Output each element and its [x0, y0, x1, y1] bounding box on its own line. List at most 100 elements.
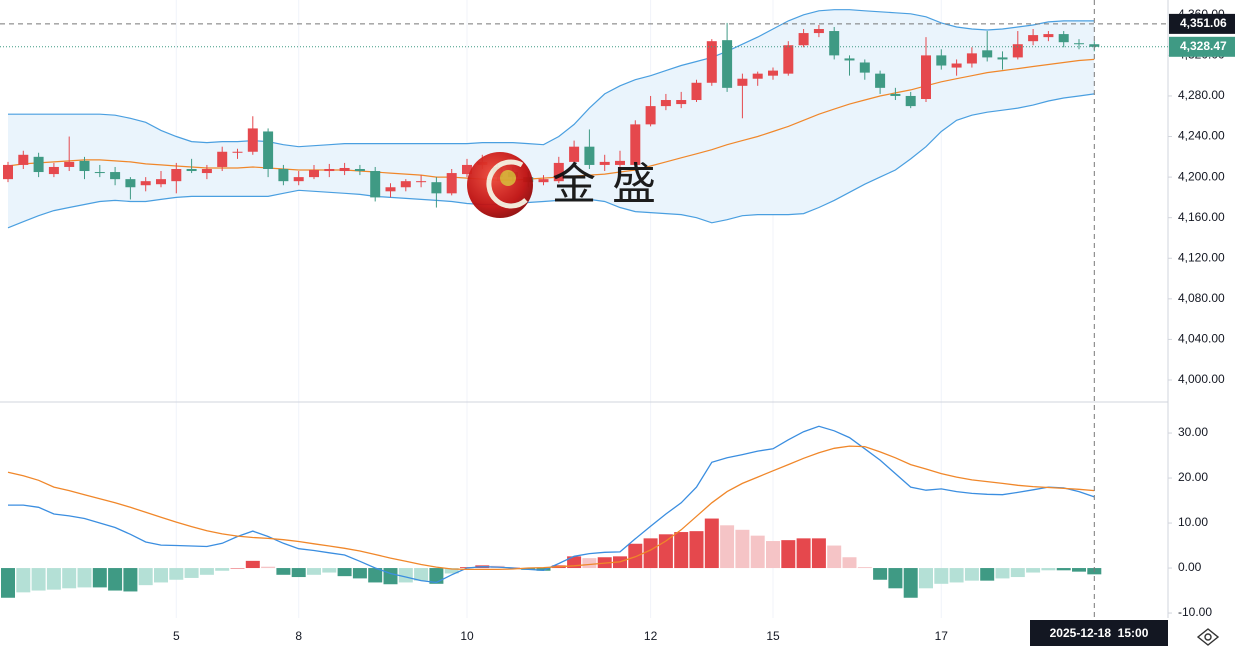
candle-body — [446, 173, 457, 194]
macd-hist-bar — [995, 568, 1010, 579]
macd-hist-bar — [322, 568, 337, 573]
candle-body — [94, 172, 105, 174]
y-tick-label: 30.00 — [1178, 425, 1208, 439]
candle-body — [171, 168, 182, 182]
last-price-label: 4,328.47 — [1180, 39, 1227, 53]
x-tick-label: 5 — [173, 629, 180, 643]
candle-body — [339, 167, 350, 172]
macd-hist-bar — [658, 534, 673, 569]
macd-hist-bar — [628, 543, 643, 569]
macd-hist-bar — [643, 538, 658, 569]
macd-hist-bar — [444, 568, 459, 574]
macd-hist-bar — [704, 518, 719, 569]
candle-body — [79, 160, 90, 172]
candle-body — [18, 154, 29, 165]
macd-hist-bar — [781, 540, 796, 569]
candle-body — [599, 161, 610, 165]
candle-body — [1012, 44, 1023, 58]
settings-icon[interactable] — [1196, 628, 1220, 646]
macd-hist-bar — [934, 568, 949, 584]
macd-hist-bar — [184, 568, 199, 578]
icon-center[interactable] — [1204, 633, 1212, 641]
candle-body — [140, 181, 151, 186]
x-tick-label: 15 — [766, 629, 780, 643]
candle-body — [783, 45, 794, 74]
y-tick-label: 0.00 — [1178, 560, 1202, 574]
candle-body — [936, 55, 947, 66]
candle-body — [951, 63, 962, 68]
macd-hist-bar — [108, 568, 123, 591]
macd-hist-bar — [980, 568, 995, 581]
macd-hist-bar — [766, 541, 780, 569]
band-upper — [8, 9, 1095, 148]
y-tick-label: 4,120.00 — [1178, 250, 1225, 264]
candle-body — [768, 70, 778, 76]
macd-hist-bar — [398, 568, 413, 583]
candle-body — [676, 100, 687, 105]
y-tick-label: -10.00 — [1178, 605, 1212, 619]
macd-hist-bar — [261, 566, 276, 569]
macd-hist-bar — [827, 545, 842, 569]
macd-hist-bar — [1056, 568, 1071, 571]
candle-body — [615, 160, 625, 165]
y-tick-label: 4,160.00 — [1178, 210, 1225, 224]
candle-body — [232, 151, 243, 153]
macd-hist-bar — [215, 568, 230, 571]
macd-hist-bar — [383, 568, 398, 585]
macd-hist-bar — [674, 532, 689, 569]
x-tick-label: 17 — [935, 629, 949, 643]
candle-body — [354, 168, 365, 172]
candle-body — [33, 156, 44, 173]
candles — [3, 22, 1100, 208]
crosshair-time: 2025-12-18 15:00 — [1050, 626, 1149, 640]
candle-body — [217, 151, 228, 167]
macd-hist-bar — [31, 568, 46, 591]
candle-body — [553, 162, 564, 182]
macd-hist-bar — [582, 558, 597, 569]
icon-outline[interactable] — [1196, 628, 1220, 646]
candle-body — [645, 106, 656, 125]
macd-hist-bar — [903, 568, 918, 598]
candle-body — [156, 179, 166, 185]
candle-body — [309, 170, 319, 178]
candle-body — [263, 131, 274, 169]
logo — [467, 152, 533, 218]
macd-hist-bar — [1072, 568, 1086, 572]
candle-body — [859, 62, 870, 73]
logo-dot — [500, 170, 516, 186]
candle-body — [278, 168, 289, 182]
candle-body — [64, 161, 75, 167]
candle-body — [247, 128, 258, 152]
macd-hist-bar — [169, 568, 184, 580]
macd-hist-bar — [291, 568, 306, 578]
candle-body — [660, 100, 671, 107]
candle-body — [400, 181, 411, 188]
macd-hist-bar — [77, 568, 92, 588]
candle-body — [416, 181, 427, 183]
last-price-box — [1169, 36, 1235, 57]
macd-hist-bar — [796, 538, 811, 569]
candle-body — [844, 58, 855, 61]
macd-hist-bar — [857, 567, 872, 569]
candle-body — [752, 73, 763, 79]
candle-body — [890, 93, 901, 96]
band-middle — [7, 58, 1095, 181]
x-tick-label: 10 — [460, 629, 474, 643]
candle-body — [706, 41, 717, 83]
candle-body — [293, 177, 304, 182]
crosshair: 4,328.47 4,351.06 — [0, 0, 1235, 618]
macd-hist-bar — [245, 560, 260, 569]
candle-body — [722, 40, 733, 88]
macd-hist-bar — [873, 568, 888, 580]
macd-hist-bar — [307, 568, 321, 575]
y-tick-label: 4,280.00 — [1178, 88, 1225, 102]
candle-body — [3, 164, 13, 180]
macd-hist-bar — [337, 568, 352, 577]
candle-body — [829, 31, 840, 56]
candle-body — [982, 50, 993, 58]
candle-body — [1058, 34, 1069, 43]
candle-body — [462, 164, 472, 175]
candle-body — [691, 82, 702, 101]
macd-hist-bar — [949, 568, 964, 583]
